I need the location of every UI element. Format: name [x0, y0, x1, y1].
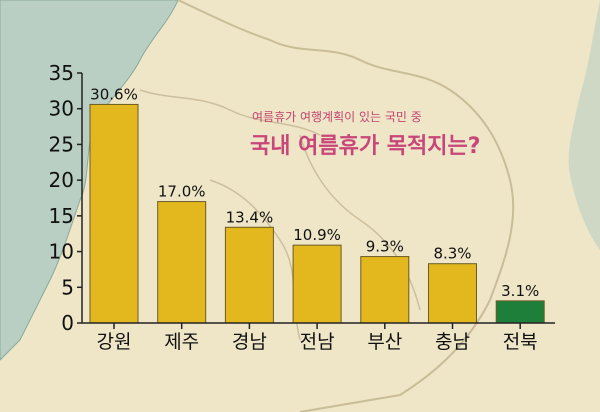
- chart-subtitle: 여름휴가 여행계획이 있는 국민 중: [252, 110, 422, 124]
- sea-area-west: [0, 0, 179, 361]
- y-tick-label: 15: [49, 204, 74, 228]
- y-tick-label: 5: [61, 275, 74, 299]
- bar-전북: [495, 300, 545, 324]
- data-label: 30.6%: [90, 85, 138, 103]
- x-tick-label: 제주: [164, 331, 199, 353]
- data-label: 9.3%: [366, 238, 404, 256]
- y-tick-label: 0: [61, 311, 74, 335]
- data-label: 10.9%: [293, 226, 341, 244]
- y-tick-label: 10: [49, 240, 74, 264]
- x-tick-label: 부산: [367, 331, 402, 353]
- y-tick-label: 20: [49, 168, 74, 192]
- y-tick-label: 35: [49, 61, 74, 85]
- bar-전남: [292, 244, 342, 324]
- data-label: 13.4%: [226, 208, 274, 226]
- y-axis: 0 5 10 15 20 25 30 35: [49, 61, 83, 335]
- x-tick-label: 전남: [300, 331, 335, 353]
- x-tick-label: 경남: [232, 331, 267, 353]
- chart-title: 국내 여름휴가 목적지는?: [250, 134, 481, 159]
- region-border: [177, 0, 515, 412]
- bar-부산: [360, 256, 410, 324]
- x-tick-label: 강원: [97, 331, 132, 353]
- data-label: 17.0%: [158, 183, 206, 201]
- bar-강원: [89, 103, 139, 324]
- data-label: 3.1%: [501, 282, 539, 300]
- y-tick-label: 25: [49, 132, 74, 156]
- bar-제주: [157, 201, 207, 324]
- bar-경남: [224, 226, 274, 324]
- x-axis: 강원 제주 경남 전남 부산 충남 전북: [82, 322, 555, 353]
- y-tick-label: 30: [49, 97, 74, 121]
- data-labels: 30.6% 17.0% 13.4% 10.9% 9.3% 8.3% 3.1%: [90, 85, 539, 299]
- x-tick-label: 전북: [503, 331, 538, 353]
- sea-area-east: [568, 0, 600, 250]
- bar-충남: [428, 263, 477, 324]
- data-label: 8.3%: [433, 245, 471, 263]
- bars: [89, 103, 545, 324]
- x-tick-label: 충남: [435, 331, 470, 353]
